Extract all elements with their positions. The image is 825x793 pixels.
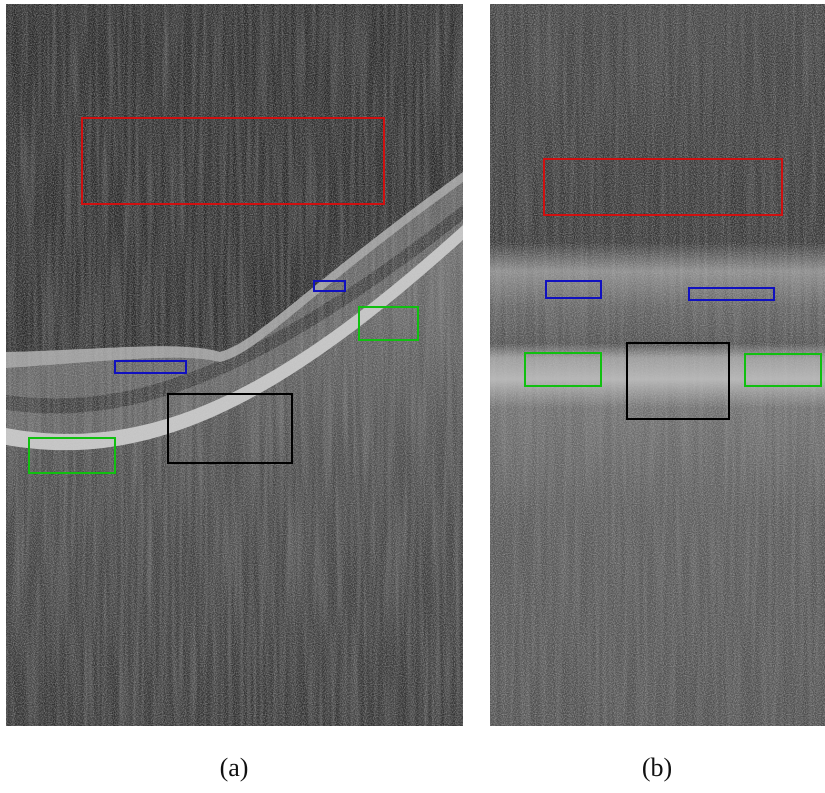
caption: (a)	[220, 753, 249, 782]
figure: (a) (b)	[0, 0, 825, 793]
panel-b-image	[490, 4, 825, 726]
caption: (b)	[642, 753, 672, 782]
panel-a-image	[6, 4, 463, 726]
